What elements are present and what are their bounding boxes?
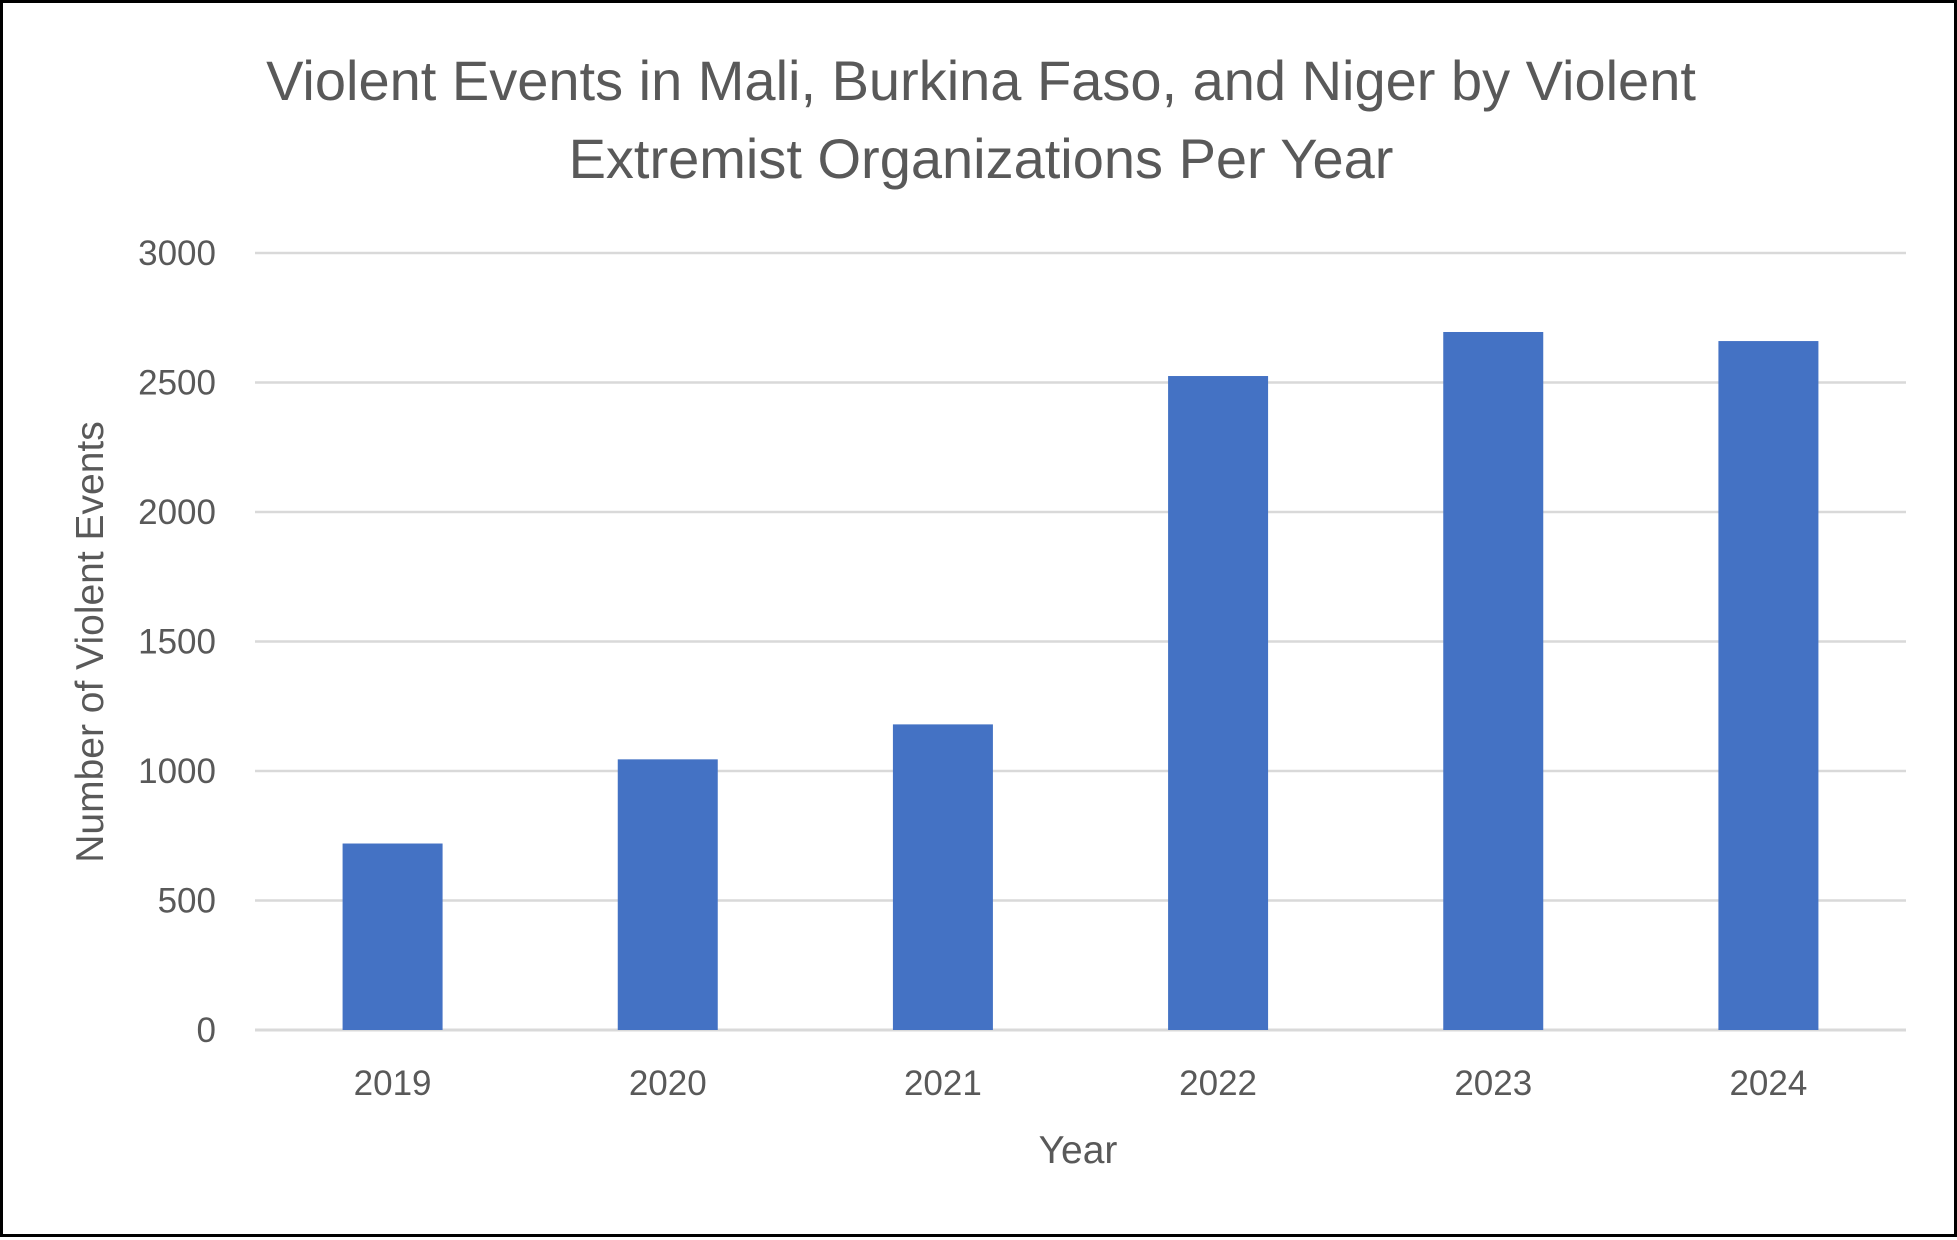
x-axis-title: Year: [1039, 1129, 1118, 1172]
bar-2023: [1443, 331, 1544, 1030]
chart-title-line-1: Violent Events in Mali, Burkina Faso, an…: [266, 49, 1696, 112]
y-tick-label: 3000: [138, 234, 216, 273]
bar-2022: [1168, 376, 1269, 1030]
y-tick-label: 1000: [138, 752, 216, 791]
y-tick-label: 500: [158, 882, 216, 921]
x-tick-label: 2021: [904, 1064, 982, 1103]
x-tick-label: 2022: [1179, 1064, 1257, 1103]
bars: [342, 331, 1819, 1030]
x-tick-label: 2020: [629, 1064, 707, 1103]
y-axis-ticks: 0 500 1000 1500 2000 2500 3000: [138, 234, 216, 1050]
y-tick-label: 1500: [138, 623, 216, 662]
gridlines: [255, 251, 1906, 1032]
x-axis-ticks: 2019 2020 2021 2022 2023 2024: [354, 1064, 1808, 1103]
bar-2020: [617, 759, 718, 1030]
bar-chart: Violent Events in Mali, Burkina Faso, an…: [69, 49, 1906, 1172]
x-tick-label: 2019: [354, 1064, 432, 1103]
x-tick-label: 2024: [1729, 1064, 1807, 1103]
bar-2019: [342, 843, 443, 1030]
y-tick-label: 2500: [138, 364, 216, 403]
y-tick-label: 0: [197, 1011, 216, 1050]
y-tick-label: 2000: [138, 493, 216, 532]
bar-2021: [892, 724, 993, 1030]
x-tick-label: 2023: [1454, 1064, 1532, 1103]
bar-2024: [1718, 341, 1819, 1030]
y-axis-title: Number of Violent Events: [69, 421, 112, 863]
chart-title-line-2: Extremist Organizations Per Year: [569, 127, 1394, 190]
